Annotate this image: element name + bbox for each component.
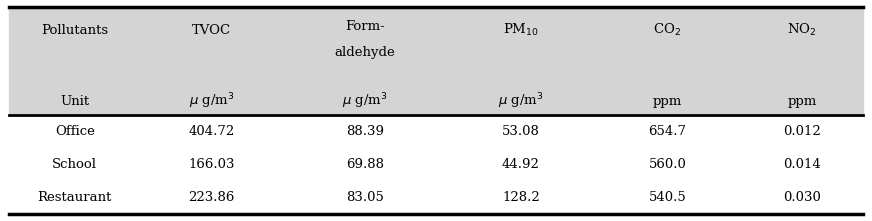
Text: 0.014: 0.014 <box>783 158 821 171</box>
Text: Unit: Unit <box>60 95 90 108</box>
Text: $\it{\mu}$ g/m$^3$: $\it{\mu}$ g/m$^3$ <box>343 92 388 111</box>
Text: 0.030: 0.030 <box>783 191 821 204</box>
Text: Office: Office <box>55 125 95 138</box>
Text: 0.012: 0.012 <box>783 125 821 138</box>
Text: 53.08: 53.08 <box>502 125 540 138</box>
Text: 404.72: 404.72 <box>188 125 235 138</box>
Text: Form-: Form- <box>345 20 385 32</box>
Text: 128.2: 128.2 <box>502 191 540 204</box>
Text: ppm: ppm <box>787 95 816 108</box>
Text: TVOC: TVOC <box>192 24 231 37</box>
Text: 654.7: 654.7 <box>649 125 686 138</box>
Text: Pollutants: Pollutants <box>41 24 108 37</box>
Text: Restaurant: Restaurant <box>37 191 112 204</box>
Text: aldehyde: aldehyde <box>335 46 396 59</box>
Text: 44.92: 44.92 <box>502 158 540 171</box>
Text: 83.05: 83.05 <box>346 191 385 204</box>
Text: 88.39: 88.39 <box>346 125 385 138</box>
Text: NO$_2$: NO$_2$ <box>787 22 817 38</box>
Text: $\it{\mu}$ g/m$^3$: $\it{\mu}$ g/m$^3$ <box>189 92 235 111</box>
Text: 540.5: 540.5 <box>649 191 686 204</box>
Text: PM$_{10}$: PM$_{10}$ <box>503 22 539 38</box>
Text: CO$_2$: CO$_2$ <box>653 22 681 38</box>
Text: 560.0: 560.0 <box>649 158 686 171</box>
Text: School: School <box>52 158 98 171</box>
Text: $\it{\mu}$ g/m$^3$: $\it{\mu}$ g/m$^3$ <box>498 92 544 111</box>
Text: 69.88: 69.88 <box>346 158 385 171</box>
Text: 223.86: 223.86 <box>188 191 235 204</box>
Text: ppm: ppm <box>653 95 682 108</box>
Text: 166.03: 166.03 <box>188 158 235 171</box>
